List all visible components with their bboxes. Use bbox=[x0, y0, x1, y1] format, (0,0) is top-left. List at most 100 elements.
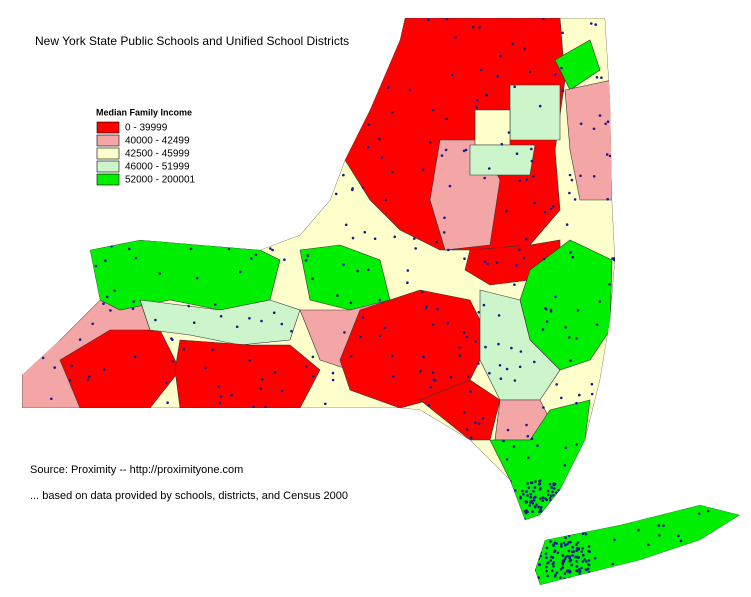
school-point bbox=[22, 310, 25, 313]
school-point bbox=[559, 503, 563, 507]
school-point bbox=[376, 505, 380, 509]
legend-swatch bbox=[96, 173, 120, 186]
school-point bbox=[524, 539, 527, 543]
school-point bbox=[248, 358, 251, 362]
school-point bbox=[406, 281, 409, 285]
school-point bbox=[73, 227, 76, 230]
school-point bbox=[530, 147, 533, 151]
school-point bbox=[543, 210, 547, 214]
school-point bbox=[528, 566, 532, 569]
school-point bbox=[498, 364, 502, 367]
school-point bbox=[587, 563, 591, 567]
school-point bbox=[691, 586, 694, 589]
school-point bbox=[572, 523, 576, 527]
school-point bbox=[259, 424, 262, 427]
school-point bbox=[532, 548, 535, 551]
school-point bbox=[659, 335, 662, 338]
school-point bbox=[634, 323, 637, 326]
school-point bbox=[392, 375, 395, 378]
school-point bbox=[58, 269, 61, 272]
school-point bbox=[570, 486, 574, 489]
school-point bbox=[629, 392, 632, 395]
school-point bbox=[103, 368, 106, 371]
school-point bbox=[569, 359, 572, 362]
school-point bbox=[309, 120, 313, 123]
school-point bbox=[415, 507, 418, 510]
source-text: Source: Proximity -- http://proximityone… bbox=[30, 464, 243, 476]
school-point bbox=[429, 141, 432, 144]
school-point bbox=[565, 569, 569, 573]
school-point bbox=[311, 374, 315, 378]
school-point bbox=[109, 309, 112, 312]
school-point bbox=[110, 557, 114, 560]
school-point bbox=[561, 513, 565, 516]
school-point bbox=[539, 544, 542, 547]
school-point bbox=[621, 237, 624, 240]
school-point bbox=[478, 422, 481, 425]
school-point bbox=[95, 192, 98, 195]
school-point bbox=[638, 125, 642, 128]
school-point bbox=[555, 498, 559, 501]
school-point bbox=[130, 544, 134, 547]
school-point bbox=[543, 514, 546, 518]
school-point bbox=[551, 503, 555, 506]
school-point bbox=[513, 283, 516, 287]
school-point bbox=[575, 480, 579, 484]
map-title: New York State Public Schools and Unifie… bbox=[35, 34, 349, 48]
school-point bbox=[524, 500, 527, 503]
school-point bbox=[41, 356, 45, 360]
school-point bbox=[146, 83, 150, 86]
school-point bbox=[528, 535, 532, 539]
school-point bbox=[50, 397, 53, 401]
school-point bbox=[645, 319, 649, 323]
school-point bbox=[467, 375, 470, 379]
school-point bbox=[620, 28, 623, 32]
school-point bbox=[519, 567, 522, 570]
school-point bbox=[730, 583, 733, 585]
school-point bbox=[84, 251, 88, 255]
school-point bbox=[555, 571, 559, 575]
school-point bbox=[587, 570, 591, 574]
school-point bbox=[553, 549, 557, 553]
school-point bbox=[544, 516, 548, 519]
school-point bbox=[446, 321, 450, 325]
school-point bbox=[219, 315, 223, 318]
school-point bbox=[650, 92, 653, 95]
school-point bbox=[27, 139, 30, 143]
school-point bbox=[719, 104, 723, 107]
school-point bbox=[539, 538, 542, 542]
school-point bbox=[579, 515, 583, 519]
school-point bbox=[737, 325, 740, 328]
school-point bbox=[218, 189, 221, 193]
school-point bbox=[561, 31, 564, 35]
school-point bbox=[22, 493, 25, 496]
school-point bbox=[361, 186, 365, 189]
school-point bbox=[256, 456, 260, 459]
school-point bbox=[500, 142, 504, 146]
school-point bbox=[335, 504, 338, 507]
school-point bbox=[495, 261, 499, 264]
school-point bbox=[42, 345, 45, 349]
school-point bbox=[393, 235, 397, 239]
school-point bbox=[522, 492, 525, 496]
school-point bbox=[212, 143, 215, 147]
school-point bbox=[483, 260, 487, 264]
school-point bbox=[557, 489, 560, 492]
school-point bbox=[201, 143, 204, 147]
school-point bbox=[278, 571, 282, 574]
school-point bbox=[542, 528, 545, 532]
school-point bbox=[161, 30, 165, 33]
school-point bbox=[447, 248, 450, 252]
school-point bbox=[579, 574, 583, 578]
school-point bbox=[560, 545, 563, 548]
school-point bbox=[625, 218, 629, 221]
school-point bbox=[419, 370, 422, 373]
school-point bbox=[641, 388, 645, 392]
school-point bbox=[567, 540, 571, 544]
school-point bbox=[576, 503, 579, 507]
school-point bbox=[311, 355, 315, 359]
school-point bbox=[569, 251, 572, 254]
school-point bbox=[575, 401, 578, 405]
school-point bbox=[310, 534, 314, 537]
school-point bbox=[367, 145, 370, 149]
